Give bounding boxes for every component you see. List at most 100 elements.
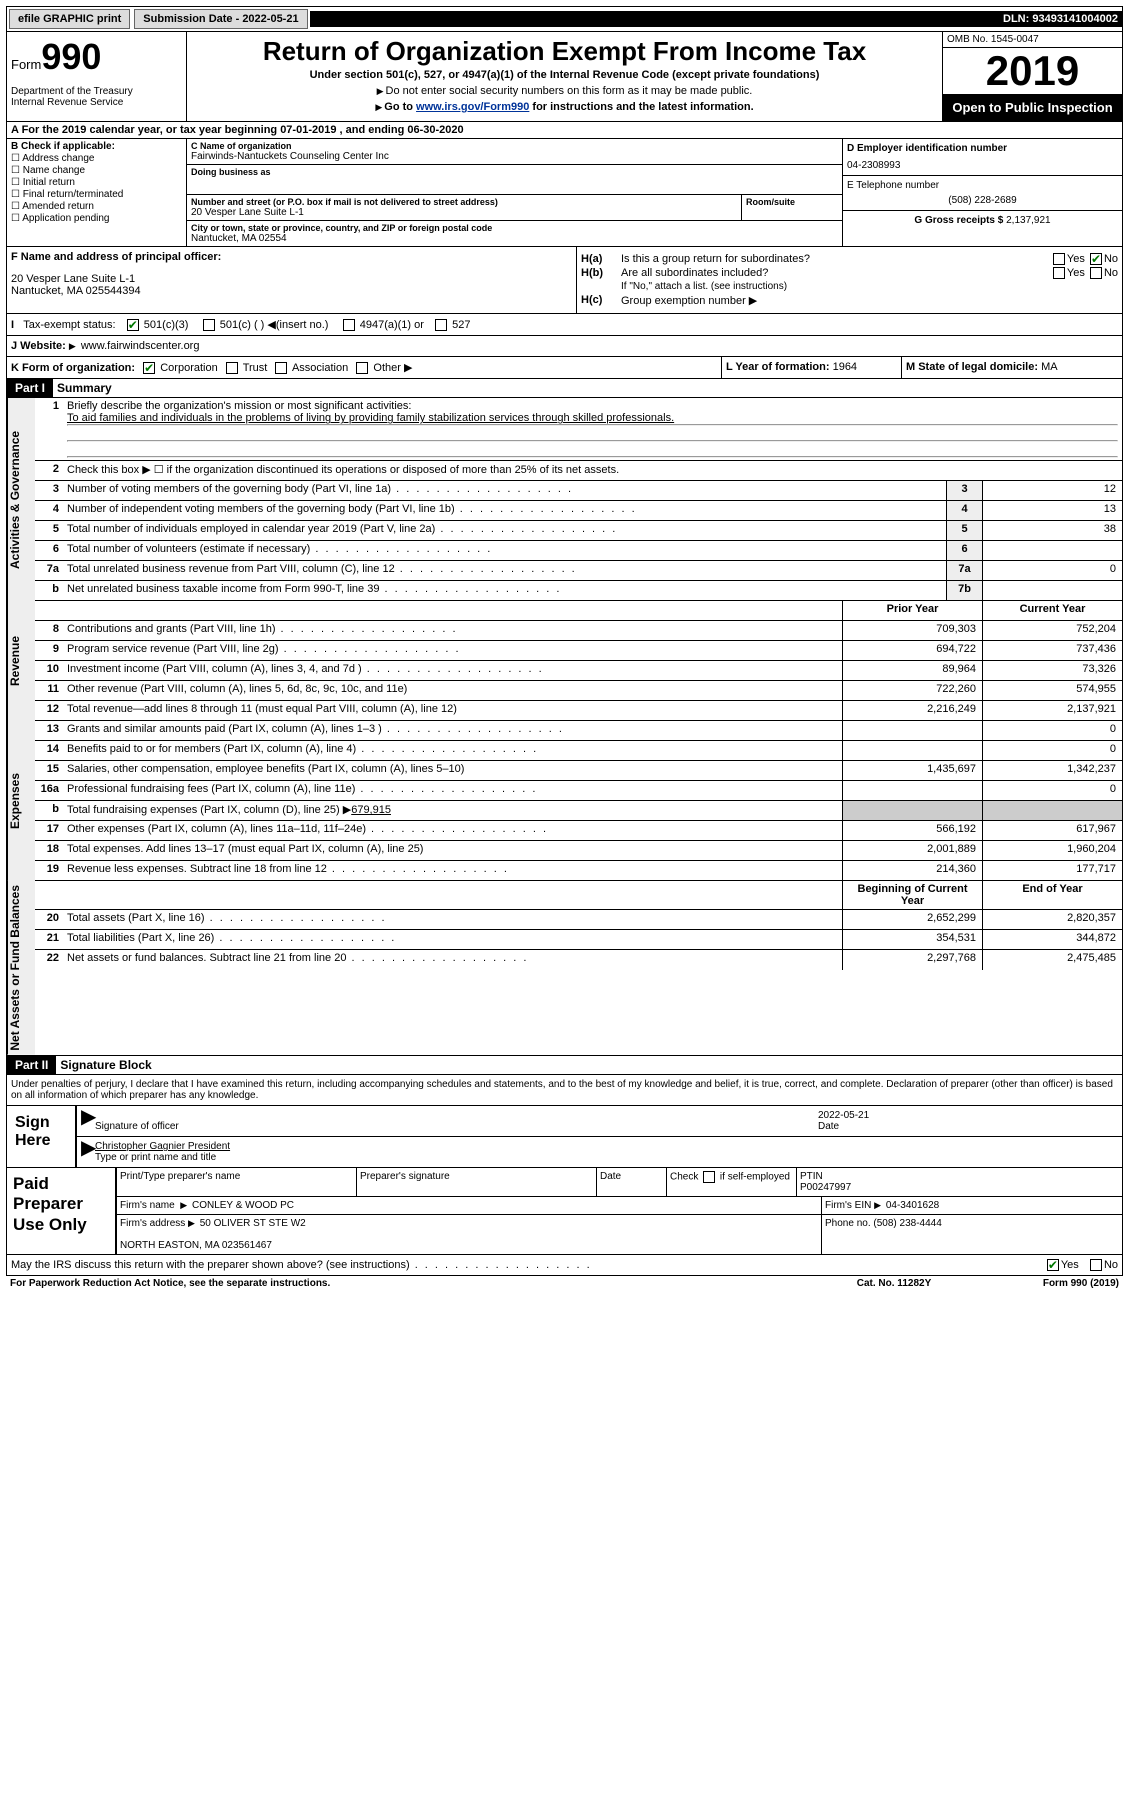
- form-title: Return of Organization Exempt From Incom…: [191, 36, 938, 67]
- expenses-section: Expenses 13Grants and similar amounts pa…: [6, 721, 1123, 881]
- 4947-checkbox[interactable]: [343, 319, 355, 331]
- discuss-yes-checkbox[interactable]: [1047, 1259, 1059, 1271]
- 501c3-checkbox[interactable]: [127, 319, 139, 331]
- mission-label: Briefly describe the organization's miss…: [67, 400, 411, 412]
- 527-checkbox[interactable]: [435, 319, 447, 331]
- firm-name-label: Firm's name: [120, 1200, 175, 1211]
- line-8-prior: 709,303: [842, 621, 982, 640]
- form-subtitle: Under section 501(c), 527, or 4947(a)(1)…: [191, 69, 938, 81]
- street-address: 20 Vesper Lane Suite L-1: [191, 207, 737, 218]
- line-5-desc: Total number of individuals employed in …: [63, 521, 946, 540]
- city-state-zip: Nantucket, MA 02554: [191, 233, 838, 244]
- net-assets-label: Net Assets or Fund Balances: [7, 881, 35, 1055]
- subordinates-label: Are all subordinates included?: [621, 267, 1008, 279]
- preparer-name-label: Print/Type preparer's name: [117, 1168, 357, 1196]
- part-2-header: Part II: [7, 1056, 56, 1074]
- line-9-desc: Program service revenue (Part VIII, line…: [63, 641, 842, 660]
- ptin-value: P00247997: [800, 1182, 851, 1193]
- hb-yes-checkbox[interactable]: [1053, 267, 1065, 279]
- line-17-desc: Other expenses (Part IX, column (A), lin…: [63, 821, 842, 840]
- name-title-label: Type or print name and title: [95, 1152, 216, 1163]
- catalog-number: Cat. No. 11282Y: [819, 1278, 969, 1289]
- name-change-checkbox[interactable]: ☐ Name change: [11, 165, 182, 176]
- prior-year-header: Prior Year: [842, 601, 982, 620]
- line-22-eoy: 2,475,485: [982, 950, 1122, 970]
- part-2-title: Signature Block: [56, 1056, 155, 1074]
- paperwork-notice: For Paperwork Reduction Act Notice, see …: [10, 1278, 819, 1289]
- room-suite-label: Room/suite: [746, 197, 838, 207]
- association-checkbox[interactable]: [275, 362, 287, 374]
- revenue-label: Revenue: [7, 601, 35, 721]
- line-11-desc: Other revenue (Part VIII, column (A), li…: [63, 681, 842, 700]
- firm-name: CONLEY & WOOD PC: [192, 1200, 294, 1211]
- firm-ein: 04-3401628: [886, 1200, 939, 1211]
- amended-return-checkbox[interactable]: ☐ Amended return: [11, 201, 182, 212]
- ha-no-checkbox[interactable]: [1090, 253, 1102, 265]
- ptin-label: PTIN: [800, 1171, 823, 1182]
- line-6-val: [982, 541, 1122, 560]
- firm-addr1: 50 OLIVER ST STE W2: [200, 1218, 306, 1229]
- line-3-val: 12: [982, 481, 1122, 500]
- 501c-checkbox[interactable]: [203, 319, 215, 331]
- irs-link[interactable]: www.irs.gov/Form990: [416, 101, 529, 113]
- line-4-val: 13: [982, 501, 1122, 520]
- paid-preparer-section: Paid Preparer Use Only Print/Type prepar…: [6, 1168, 1123, 1255]
- check-if-applicable-label: B Check if applicable:: [11, 141, 115, 152]
- form-page-indicator: Form 990 (2019): [969, 1278, 1119, 1289]
- firm-ein-label: Firm's EIN: [825, 1200, 871, 1211]
- gross-receipts-value: 2,137,921: [1006, 215, 1051, 226]
- line-21-eoy: 344,872: [982, 930, 1122, 949]
- line-21-desc: Total liabilities (Part X, line 26): [63, 930, 842, 949]
- paid-preparer-label: Paid Preparer Use Only: [7, 1168, 117, 1254]
- line-5-val: 38: [982, 521, 1122, 540]
- instruction-2: Go to www.irs.gov/Form990 for instructio…: [191, 101, 938, 113]
- efile-button[interactable]: efile GRAPHIC print: [9, 9, 130, 29]
- ha-yes-checkbox[interactable]: [1053, 253, 1065, 265]
- ein-label: D Employer identification number: [847, 143, 1007, 154]
- line-16a-prior: [842, 781, 982, 800]
- hb-note: If "No," attach a list. (see instruction…: [581, 281, 1118, 292]
- dln-label: DLN: 93493141004002: [310, 11, 1122, 27]
- corporation-checkbox[interactable]: [143, 362, 155, 374]
- mission-text: To aid families and individuals in the p…: [67, 412, 674, 424]
- self-employed-checkbox[interactable]: [703, 1171, 715, 1183]
- other-checkbox[interactable]: [356, 362, 368, 374]
- line-8-current: 752,204: [982, 621, 1122, 640]
- submission-date-button[interactable]: Submission Date - 2022-05-21: [134, 9, 307, 29]
- line-2: Check this box ▶ ☐ if the organization d…: [63, 461, 1122, 480]
- line-16a-current: 0: [982, 781, 1122, 800]
- line-13-desc: Grants and similar amounts paid (Part IX…: [63, 721, 842, 740]
- gross-receipts-label: G Gross receipts $: [914, 215, 1003, 226]
- line-14-prior: [842, 741, 982, 760]
- hb-no-checkbox[interactable]: [1090, 267, 1102, 279]
- section-b-to-g: B Check if applicable: ☐ Address change …: [6, 139, 1123, 247]
- line-11-prior: 722,260: [842, 681, 982, 700]
- line-17-current: 617,967: [982, 821, 1122, 840]
- line-8-desc: Contributions and grants (Part VIII, lin…: [63, 621, 842, 640]
- state-domicile: MA: [1041, 361, 1058, 373]
- line-7a-desc: Total unrelated business revenue from Pa…: [63, 561, 946, 580]
- irs-discuss-row: May the IRS discuss this return with the…: [6, 1255, 1123, 1276]
- line-13-prior: [842, 721, 982, 740]
- line-10-desc: Investment income (Part VIII, column (A)…: [63, 661, 842, 680]
- section-f-to-h: F Name and address of principal officer:…: [6, 247, 1123, 314]
- address-change-checkbox[interactable]: ☐ Address change: [11, 153, 182, 164]
- address-label: Number and street (or P.O. box if mail i…: [191, 197, 737, 207]
- officer-addr1: 20 Vesper Lane Suite L-1: [11, 273, 572, 285]
- line-14-current: 0: [982, 741, 1122, 760]
- tax-year: 2019: [943, 48, 1122, 94]
- officer-addr2: Nantucket, MA 025544394: [11, 285, 572, 297]
- dba-label: Doing business as: [191, 167, 838, 177]
- principal-officer-label: F Name and address of principal officer:: [11, 251, 221, 263]
- discuss-no-checkbox[interactable]: [1090, 1259, 1102, 1271]
- line-6-desc: Total number of volunteers (estimate if …: [63, 541, 946, 560]
- tax-exempt-status-row: I Tax-exempt status: 501(c)(3) 501(c) ( …: [6, 314, 1123, 336]
- initial-return-checkbox[interactable]: ☐ Initial return: [11, 177, 182, 188]
- application-pending-checkbox[interactable]: ☐ Application pending: [11, 213, 182, 224]
- line-17-prior: 566,192: [842, 821, 982, 840]
- tax-period: A For the 2019 calendar year, or tax yea…: [6, 122, 1123, 139]
- line-7a-val: 0: [982, 561, 1122, 580]
- tax-exempt-label: Tax-exempt status:: [23, 319, 115, 331]
- final-return-checkbox[interactable]: ☐ Final return/terminated: [11, 189, 182, 200]
- trust-checkbox[interactable]: [226, 362, 238, 374]
